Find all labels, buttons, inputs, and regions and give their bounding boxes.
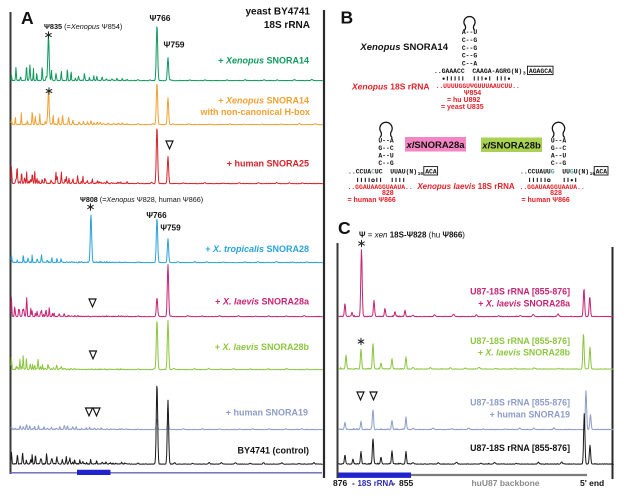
svg-text:-: - bbox=[352, 478, 355, 488]
svg-text:+ X. laevis SNORA28a: + X. laevis SNORA28a bbox=[478, 299, 570, 309]
svg-text:Ψ835 (=Xenopus Ψ854): Ψ835 (=Xenopus Ψ854) bbox=[44, 22, 122, 31]
svg-text:G--C: G--C bbox=[551, 145, 567, 152]
svg-text:U--A: U--A bbox=[551, 138, 567, 145]
svg-text:U87-18S rRNA [855-876]: U87-18S rRNA [855-876] bbox=[470, 336, 570, 346]
svg-text:= human Ψ866: = human Ψ866 bbox=[522, 197, 570, 204]
svg-text:855: 855 bbox=[399, 478, 413, 488]
svg-text:with non-canonical H-box: with non-canonical H-box bbox=[200, 107, 311, 117]
svg-text:ACA: ACA bbox=[425, 169, 437, 176]
svg-text:Xenopus laevis 18S rRNA: Xenopus laevis 18S rRNA bbox=[416, 182, 515, 191]
svg-text:+ Xenopus SNORA14: + Xenopus SNORA14 bbox=[218, 96, 309, 106]
svg-text:xlSNORA28a: xlSNORA28a bbox=[405, 140, 465, 151]
svg-text:10: 10 bbox=[590, 171, 596, 177]
svg-text:U87-18S rRNA [855-876]: U87-18S rRNA [855-876] bbox=[470, 287, 570, 297]
svg-text:..GAAACC CAAGA-AGRG(N): ..GAAACC CAAGA-AGRG(N) bbox=[434, 68, 522, 75]
svg-text:Ψ = xen 18S-Ψ828 (hu Ψ866): Ψ = xen 18S-Ψ828 (hu Ψ866) bbox=[359, 231, 465, 240]
svg-text:U87-18S rRNA [855-876]: U87-18S rRNA [855-876] bbox=[470, 443, 570, 453]
svg-text:+ human SNORA25: + human SNORA25 bbox=[227, 159, 309, 169]
svg-text:-: - bbox=[393, 478, 396, 488]
svg-text:+ human SNORA19: + human SNORA19 bbox=[226, 408, 308, 418]
svg-text:U87-18S rRNA [855-876]: U87-18S rRNA [855-876] bbox=[470, 398, 570, 408]
svg-text:..CCUAUUG: ..CCUAUUG bbox=[520, 169, 555, 176]
svg-text:828: 828 bbox=[550, 190, 562, 197]
svg-text:A: A bbox=[21, 8, 34, 28]
svg-text:3: 3 bbox=[523, 71, 526, 77]
svg-text:yeast BY4741: yeast BY4741 bbox=[246, 7, 311, 18]
svg-text:ACA: ACA bbox=[596, 169, 608, 176]
svg-text:Ψ766: Ψ766 bbox=[146, 211, 167, 220]
svg-text:B: B bbox=[341, 8, 354, 28]
svg-text:C--G: C--G bbox=[378, 160, 394, 167]
svg-text:+ X. tropicalis SNORA28: + X. tropicalis SNORA28 bbox=[205, 244, 309, 254]
svg-text:+ X. laevis SNORA28b: + X. laevis SNORA28b bbox=[478, 348, 571, 358]
svg-text:828: 828 bbox=[382, 190, 394, 197]
svg-text:+ X. laevis SNORA28b: + X. laevis SNORA28b bbox=[215, 342, 310, 352]
svg-text:C--G: C--G bbox=[462, 37, 478, 44]
svg-text:BY4741 (control): BY4741 (control) bbox=[237, 446, 309, 456]
svg-text:U--A: U--A bbox=[378, 138, 394, 145]
svg-text:..GGAUAAGGUAAUA..: ..GGAUAAGGUAAUA.. bbox=[520, 184, 585, 191]
svg-text:10: 10 bbox=[418, 171, 424, 177]
svg-text:5' end: 5' end bbox=[580, 478, 604, 488]
svg-text:Ψ759: Ψ759 bbox=[163, 40, 184, 50]
svg-text:A--U: A--U bbox=[378, 152, 394, 159]
svg-text:..GGAUAAGGUAAUA..: ..GGAUAAGGUAAUA.. bbox=[348, 184, 413, 191]
svg-text:18S rRNA: 18S rRNA bbox=[358, 479, 395, 488]
svg-text:Xenopus SNORA14: Xenopus SNORA14 bbox=[359, 42, 448, 53]
svg-text:A--U: A--U bbox=[462, 29, 478, 36]
svg-text:Ψ854: Ψ854 bbox=[464, 90, 481, 97]
svg-text:18S rRNA: 18S rRNA bbox=[264, 20, 310, 31]
svg-text:+ Xenopus SNORA14: + Xenopus SNORA14 bbox=[218, 56, 309, 66]
svg-text:+ X. laevis SNORA28a: + X. laevis SNORA28a bbox=[215, 297, 310, 307]
svg-text:AGAGCA: AGAGCA bbox=[529, 68, 552, 75]
svg-text:huU87 backbone: huU87 backbone bbox=[471, 478, 539, 488]
svg-text:876: 876 bbox=[333, 478, 347, 488]
svg-text:UUGU(N): UUGU(N) bbox=[562, 169, 589, 176]
svg-text:UUAU(N): UUAU(N) bbox=[390, 169, 417, 176]
svg-text:..CCUACUC: ..CCUACUC bbox=[348, 169, 383, 176]
svg-text:Ψ808 (=Xenopus Ψ828, human Ψ86: Ψ808 (=Xenopus Ψ828, human Ψ866) bbox=[80, 195, 203, 204]
svg-text:= yeast U835: = yeast U835 bbox=[441, 104, 484, 111]
svg-text:C--G: C--G bbox=[551, 160, 567, 167]
svg-text:Ψ766: Ψ766 bbox=[149, 13, 170, 23]
svg-text:= human Ψ866: = human Ψ866 bbox=[348, 197, 396, 204]
svg-text:G--C: G--C bbox=[378, 145, 394, 152]
svg-text:C--G: C--G bbox=[462, 53, 478, 60]
svg-text:C--A: C--A bbox=[462, 60, 478, 67]
svg-text:+ human SNORA19: + human SNORA19 bbox=[490, 410, 571, 420]
svg-text:C: C bbox=[338, 218, 351, 238]
svg-text:..UUUUGGUΨGUUUAAUCUU..: ..UUUUGGUΨGUUUAAUCUU.. bbox=[436, 83, 520, 90]
svg-text:Ψ759: Ψ759 bbox=[160, 224, 181, 233]
svg-text:xlSNORA28b: xlSNORA28b bbox=[481, 141, 541, 152]
svg-text:A--U: A--U bbox=[551, 152, 567, 159]
svg-text:Xenopus 18S rRNA: Xenopus 18S rRNA bbox=[351, 82, 429, 92]
svg-text:C--G: C--G bbox=[462, 45, 478, 52]
svg-text:= hu U892: = hu U892 bbox=[447, 97, 480, 104]
